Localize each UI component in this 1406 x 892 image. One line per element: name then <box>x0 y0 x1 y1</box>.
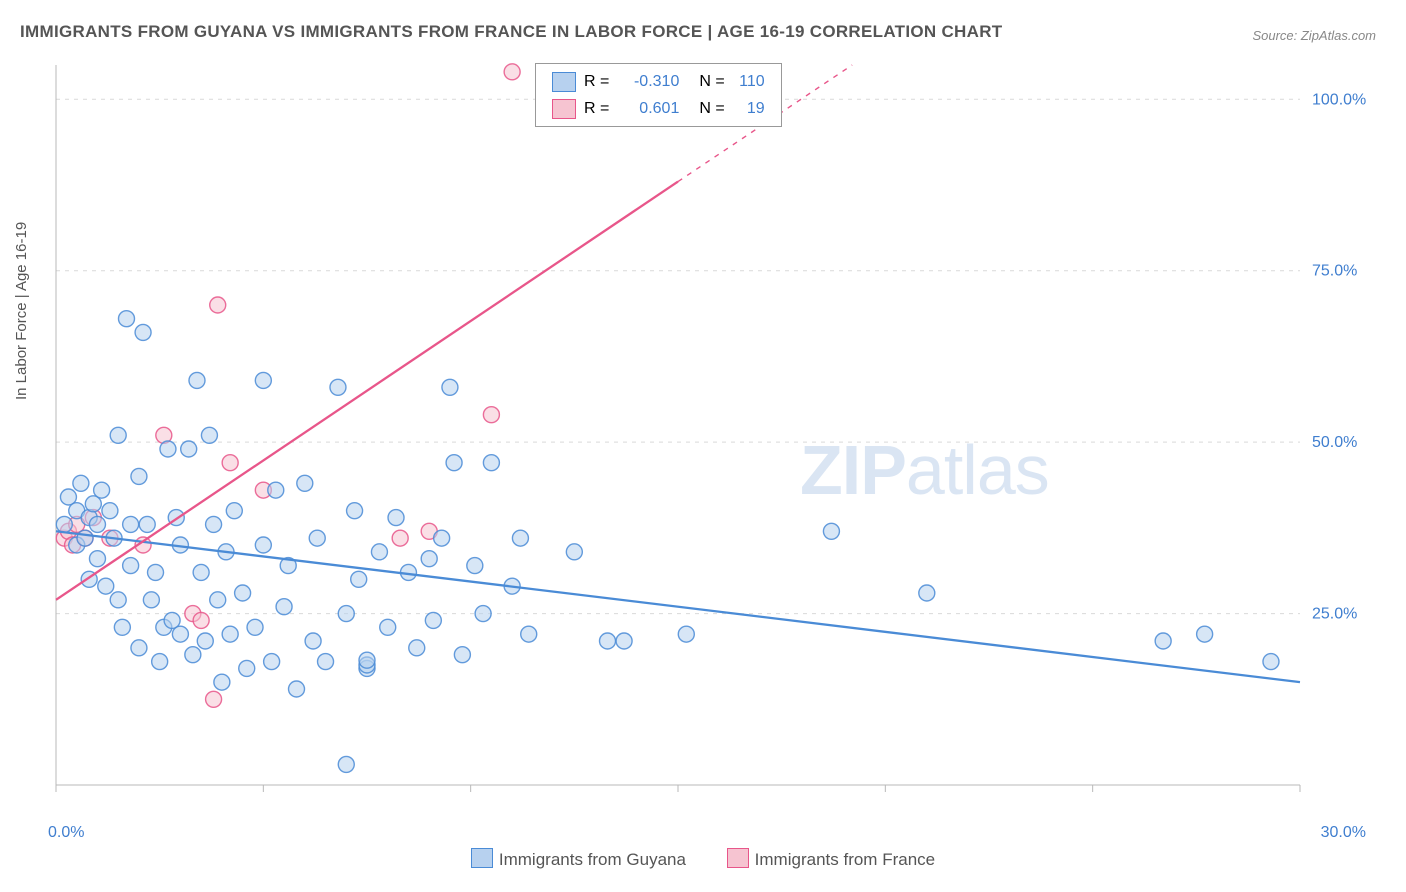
swatch-france <box>552 99 576 119</box>
legend-r-label: R = <box>584 95 609 122</box>
swatch-guyana <box>552 72 576 92</box>
legend-r-guyana: -0.310 <box>617 68 679 95</box>
svg-text:75.0%: 75.0% <box>1312 263 1357 280</box>
legend-row-guyana: R = -0.310 N = 110 <box>552 68 765 95</box>
legend-n-label: N = <box>699 95 724 122</box>
legend-r-label: R = <box>584 68 609 95</box>
correlation-legend: R = -0.310 N = 110 R = 0.601 N = 19 <box>535 63 782 127</box>
chart-title: IMMIGRANTS FROM GUYANA VS IMMIGRANTS FRO… <box>20 22 1002 42</box>
legend-n-guyana: 110 <box>733 68 765 95</box>
svg-text:50.0%: 50.0% <box>1312 434 1357 451</box>
legend-row-france: R = 0.601 N = 19 <box>552 95 765 122</box>
chart-area: 25.0% 50.0% 75.0% 100.0% <box>50 55 1370 815</box>
scatter-chart-svg: 25.0% 50.0% 75.0% 100.0% <box>50 55 1370 815</box>
source-attribution: Source: ZipAtlas.com <box>1252 28 1376 43</box>
bottom-legend-france: Immigrants from France <box>727 850 935 869</box>
legend-n-france: 19 <box>733 95 765 122</box>
bottom-legend-guyana: Immigrants from Guyana <box>471 850 686 869</box>
x-axis-max-label: 30.0% <box>1321 824 1366 842</box>
svg-text:25.0%: 25.0% <box>1312 606 1357 623</box>
y-axis-label: In Labor Force | Age 16-19 <box>13 222 30 400</box>
svg-text:100.0%: 100.0% <box>1312 91 1366 108</box>
legend-n-label: N = <box>699 68 724 95</box>
legend-r-france: 0.601 <box>617 95 679 122</box>
x-axis-min-label: 0.0% <box>48 824 84 842</box>
bottom-legend: Immigrants from Guyana Immigrants from F… <box>0 848 1406 870</box>
